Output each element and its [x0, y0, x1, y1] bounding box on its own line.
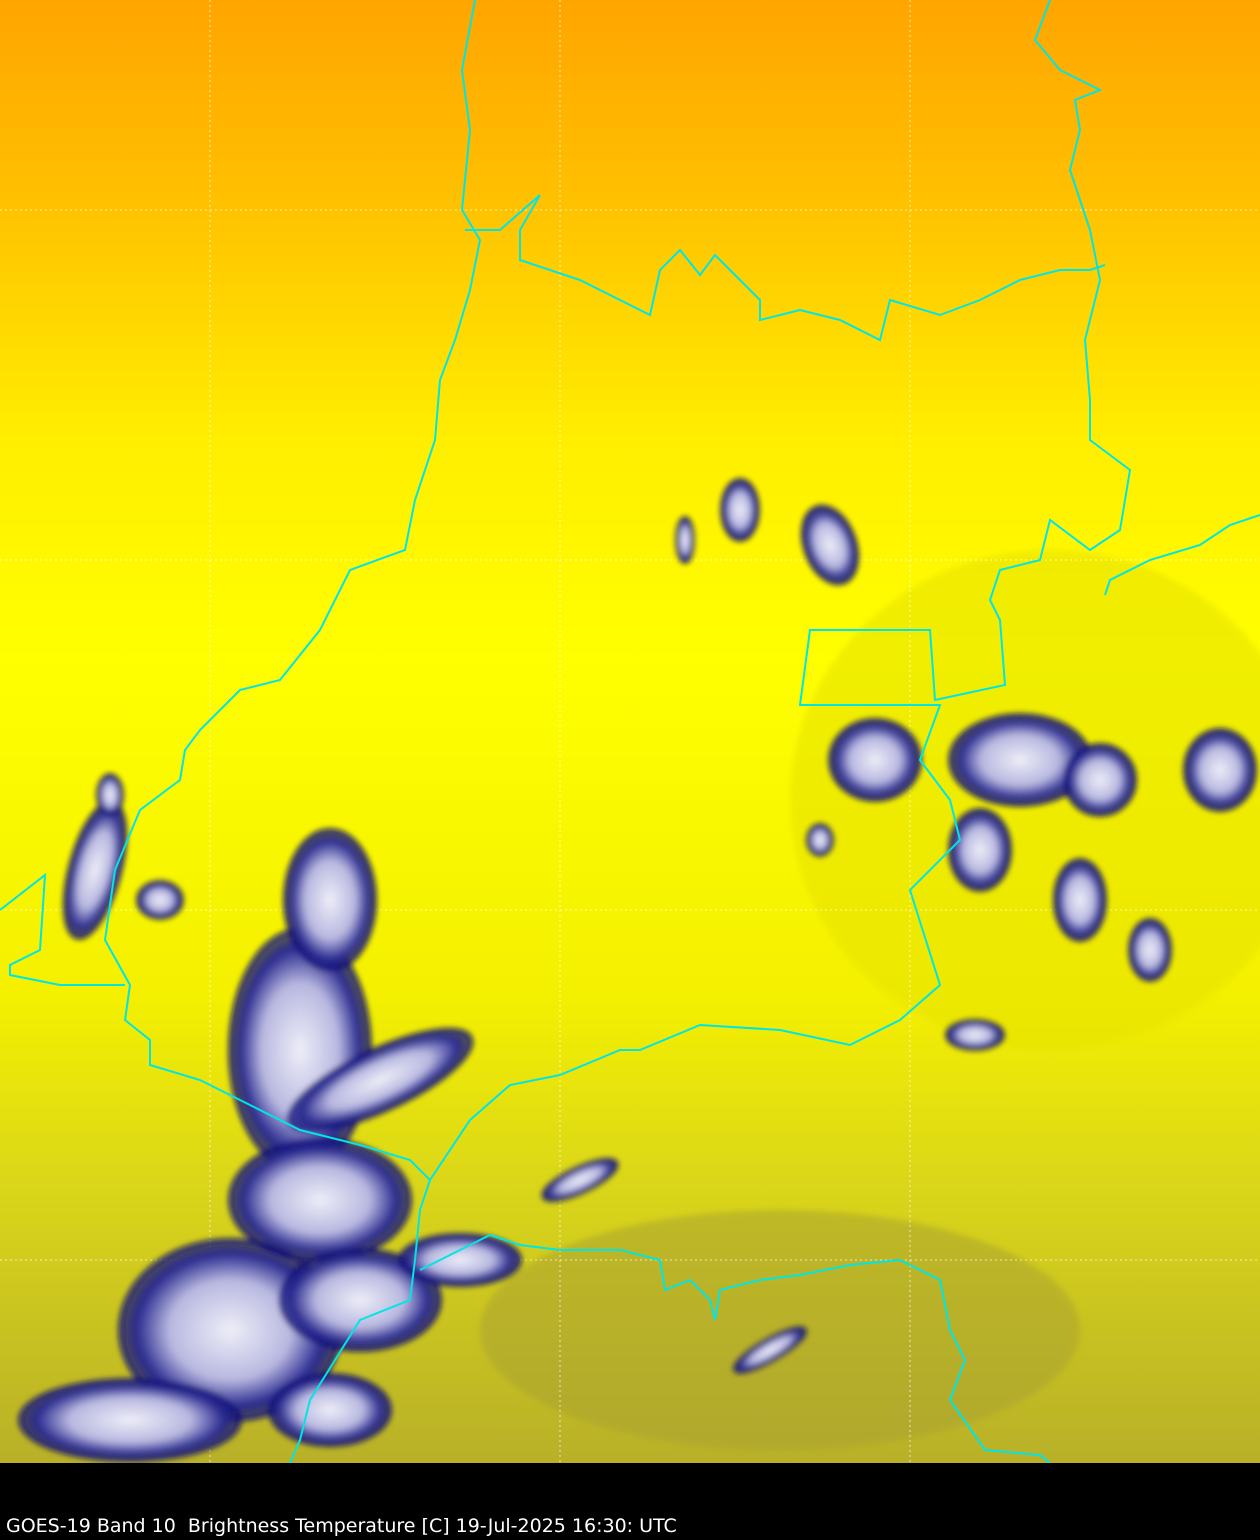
cool-region-south [480, 1210, 1080, 1450]
cloud-clusters [18, 478, 1257, 1462]
political-borders [0, 0, 1260, 1463]
image-caption: GOES-19 Band 10 Brightness Temperature [… [6, 1515, 677, 1537]
satellite-map [0, 0, 1260, 1463]
